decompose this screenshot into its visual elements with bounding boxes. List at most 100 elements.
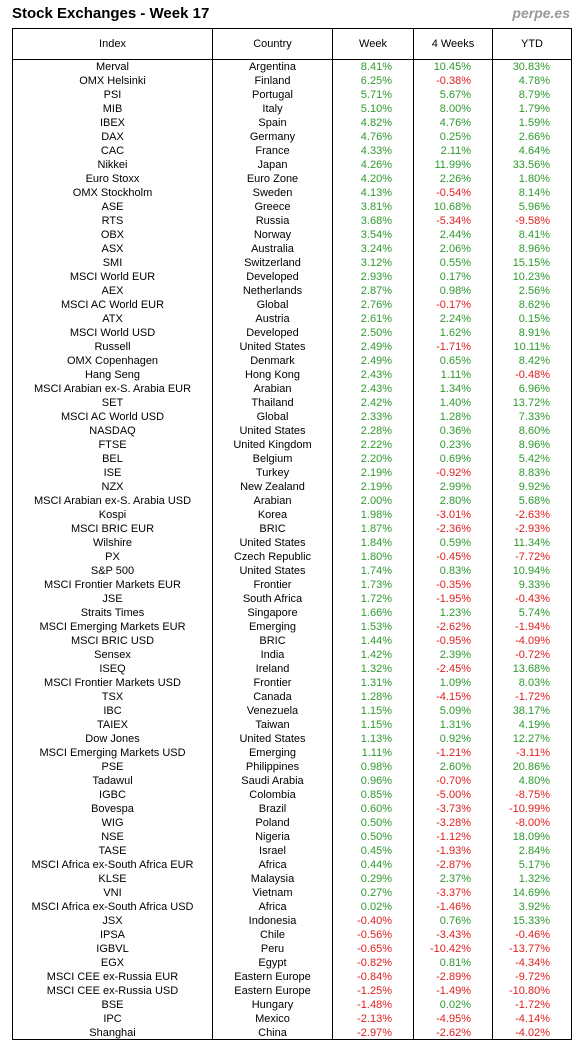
value-cell: 0.81% — [414, 956, 493, 970]
index-cell: TAIEX — [13, 718, 213, 732]
value-cell: 1.23% — [414, 606, 493, 620]
country-cell: Russia — [213, 214, 333, 228]
index-cell: KLSE — [13, 872, 213, 886]
country-cell: Euro Zone — [213, 172, 333, 186]
value-cell: 2.50% — [333, 326, 414, 340]
index-cell: OMX Helsinki — [13, 74, 213, 88]
value-cell: 4.76% — [414, 116, 493, 130]
country-cell: Peru — [213, 942, 333, 956]
value-cell: 4.33% — [333, 144, 414, 158]
country-cell: Brazil — [213, 802, 333, 816]
value-cell: -9.72% — [515, 971, 550, 983]
value-cell: 1.53% — [333, 620, 414, 634]
value-cell: 10.45% — [414, 60, 493, 74]
value-cell: -4.09% — [515, 635, 550, 647]
value-cell: 2.61% — [333, 312, 414, 326]
value-cell: 10.68% — [414, 200, 493, 214]
country-cell: Switzerland — [213, 256, 333, 270]
value-cell: -0.38% — [414, 74, 493, 88]
value-cell: -1.72% — [515, 999, 550, 1011]
source: perpe.es — [512, 5, 570, 21]
value-cell: 1.15% — [333, 718, 414, 732]
country-cell: Turkey — [213, 466, 333, 480]
value-cell: 2.66% — [518, 131, 550, 143]
country-cell: United States — [213, 536, 333, 550]
value-cell: 13.68% — [512, 663, 550, 675]
value-cell: 1.87% — [333, 522, 414, 536]
table-row: TAIEX Taiwan 1.15% 1.31% 4.19% — [13, 718, 571, 732]
index-cell: PSI — [13, 88, 213, 102]
value-cell: 11.99% — [414, 158, 493, 172]
value-cell: -3.73% — [414, 802, 493, 816]
header-row: Index Country Week 4 Weeks YTD — [13, 29, 571, 60]
value-cell: 2.76% — [333, 298, 414, 312]
column-header: Index — [13, 29, 213, 59]
table-row: MSCI Africa ex-South Africa EUR Africa 0.4… — [13, 858, 571, 872]
index-cell: Nikkei — [13, 158, 213, 172]
value-cell: 2.39% — [414, 648, 493, 662]
value-cell: -4.15% — [414, 690, 493, 704]
value-cell: 4.19% — [518, 719, 550, 731]
value-cell: 1.84% — [333, 536, 414, 550]
value-cell: 1.11% — [414, 368, 493, 382]
index-cell: Hang Seng — [13, 368, 213, 382]
value-cell: 2.33% — [333, 410, 414, 424]
country-cell: United States — [213, 732, 333, 746]
value-cell: -0.35% — [414, 578, 493, 592]
country-cell: Egypt — [213, 956, 333, 970]
value-cell: 2.37% — [414, 872, 493, 886]
value-cell: -7.72% — [515, 551, 550, 563]
table-row: OMX Stockholm Sweden 4.13% -0.54% 8.14% — [13, 186, 571, 200]
value-cell: 8.62% — [518, 299, 550, 311]
country-cell: China — [213, 1026, 333, 1040]
index-cell: Sensex — [13, 648, 213, 662]
table-row: Hang Seng Hong Kong 2.43% 1.11% -0.48% — [13, 368, 571, 382]
value-cell: -1.12% — [414, 830, 493, 844]
country-cell: Thailand — [213, 396, 333, 410]
value-cell: 5.10% — [333, 102, 414, 116]
country-cell: Germany — [213, 130, 333, 144]
value-cell: 1.66% — [333, 606, 414, 620]
value-cell: -0.48% — [515, 369, 550, 381]
value-cell: 1.98% — [333, 508, 414, 522]
value-cell: 8.91% — [518, 327, 550, 339]
value-cell: 10.23% — [512, 271, 550, 283]
title: Stock Exchanges - Week 17 — [12, 5, 210, 22]
value-cell: -0.45% — [414, 550, 493, 564]
value-cell: 7.33% — [518, 411, 550, 423]
table-row: MSCI BRIC EUR BRIC 1.87% -2.36% -2.93% — [13, 522, 571, 536]
country-cell: Colombia — [213, 788, 333, 802]
value-cell: 4.64% — [518, 145, 550, 157]
column-header: Week — [333, 29, 414, 59]
country-cell: Hungary — [213, 998, 333, 1012]
table-row: MSCI Frontier Markets USD Frontier 1.31% 1.… — [13, 676, 571, 690]
index-cell: NSE — [13, 830, 213, 844]
value-cell: 0.92% — [414, 732, 493, 746]
value-cell: -4.14% — [515, 1013, 550, 1025]
table-row: MSCI World EUR Developed 2.93% 0.17% 10.23% — [13, 270, 571, 284]
value-cell: -2.89% — [414, 970, 493, 984]
table-row: ISEQ Ireland 1.32% -2.45% 13.68% — [13, 662, 571, 676]
table-row: MSCI CEE ex-Russia EUR Eastern Europe -0.8… — [13, 970, 571, 984]
country-cell: United States — [213, 340, 333, 354]
value-cell: -3.11% — [515, 747, 550, 759]
country-cell: Africa — [213, 858, 333, 872]
value-cell: -9.58% — [515, 215, 550, 227]
index-cell: TSX — [13, 690, 213, 704]
index-cell: MSCI BRIC USD — [13, 634, 213, 648]
table-row: JSE South Africa 1.72% -1.95% -0.43% — [13, 592, 571, 606]
index-cell: MSCI BRIC EUR — [13, 522, 213, 536]
table-row: BSE Hungary -1.48% 0.02% -1.72% — [13, 998, 571, 1012]
index-cell: CAC — [13, 144, 213, 158]
index-cell: MSCI Africa ex-South Africa USD — [13, 900, 213, 914]
table-row: SMI Switzerland 3.12% 0.55% 15.15% — [13, 256, 571, 270]
index-cell: AEX — [13, 284, 213, 298]
value-cell: 0.98% — [414, 284, 493, 298]
table-row: BEL Belgium 2.20% 0.69% 5.42% — [13, 452, 571, 466]
value-cell: 8.83% — [518, 467, 550, 479]
value-cell: -2.62% — [414, 620, 493, 634]
table-row: OMX Helsinki Finland 6.25% -0.38% 4.78% — [13, 74, 571, 88]
value-cell: 4.76% — [333, 130, 414, 144]
value-cell: 2.84% — [518, 845, 550, 857]
